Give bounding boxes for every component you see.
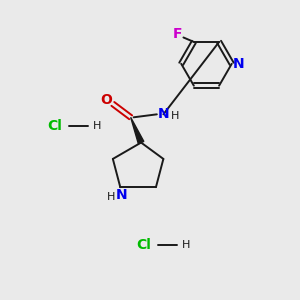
Polygon shape [131, 117, 144, 144]
Text: H: H [106, 192, 115, 202]
Text: H: H [182, 240, 190, 250]
Text: N: N [158, 107, 169, 121]
Text: F: F [173, 28, 182, 41]
Text: N: N [116, 188, 128, 203]
Text: Cl: Cl [47, 119, 62, 133]
Text: H: H [170, 111, 179, 121]
Text: H: H [93, 121, 101, 131]
Text: O: O [100, 93, 112, 107]
Text: Cl: Cl [136, 238, 152, 252]
Text: N: N [232, 57, 244, 71]
